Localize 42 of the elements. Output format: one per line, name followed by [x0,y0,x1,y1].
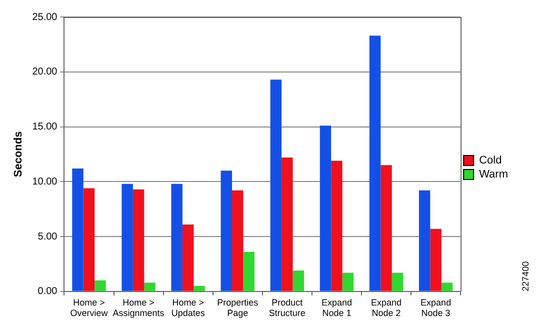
x-tick-label: Expand Node 3 [420,297,452,318]
x-tick-label: Home > Updates [171,297,206,318]
bar [171,184,182,291]
bar [144,282,156,291]
y-tick-label: 0.00 [38,286,58,298]
bar [243,252,254,291]
x-tick-label: Expand Node 1 [321,297,352,318]
bar [380,165,392,291]
bar [220,170,232,291]
y-tick-label: 5.00 [38,231,58,242]
x-tick-label: Product Structure [268,297,306,318]
x-tick-label: Home > Overview [70,297,108,318]
bar [331,160,342,291]
bar [418,190,430,291]
x-tick-label: Expand Node 2 [371,297,402,318]
bar [94,280,106,291]
legend-label: Cold [479,154,502,167]
y-tick-label: 10.00 [32,176,58,188]
bar [182,224,194,291]
bar [132,189,144,291]
y-tick-label: 25.00 [32,12,58,23]
y-tick-label: 15.00 [32,122,58,133]
bar [83,188,95,291]
x-tick-label: Properties Page [217,297,259,318]
bar [270,80,282,291]
bar [232,190,244,291]
bar [342,272,354,291]
bar [441,282,453,291]
bar [122,184,133,291]
bar [369,36,381,291]
bar [392,272,404,291]
y-tick-label: 20.00 [32,66,58,78]
bar [292,270,304,291]
bar [430,228,442,291]
bar [72,168,84,291]
text: 227400 [520,261,530,292]
bar [320,126,332,291]
legend-label: Warm [479,168,508,181]
y-axis-title: Seconds [12,131,25,178]
x-tick-label: Home > Assignments [112,297,165,318]
bar [194,286,205,291]
bar [282,157,293,291]
